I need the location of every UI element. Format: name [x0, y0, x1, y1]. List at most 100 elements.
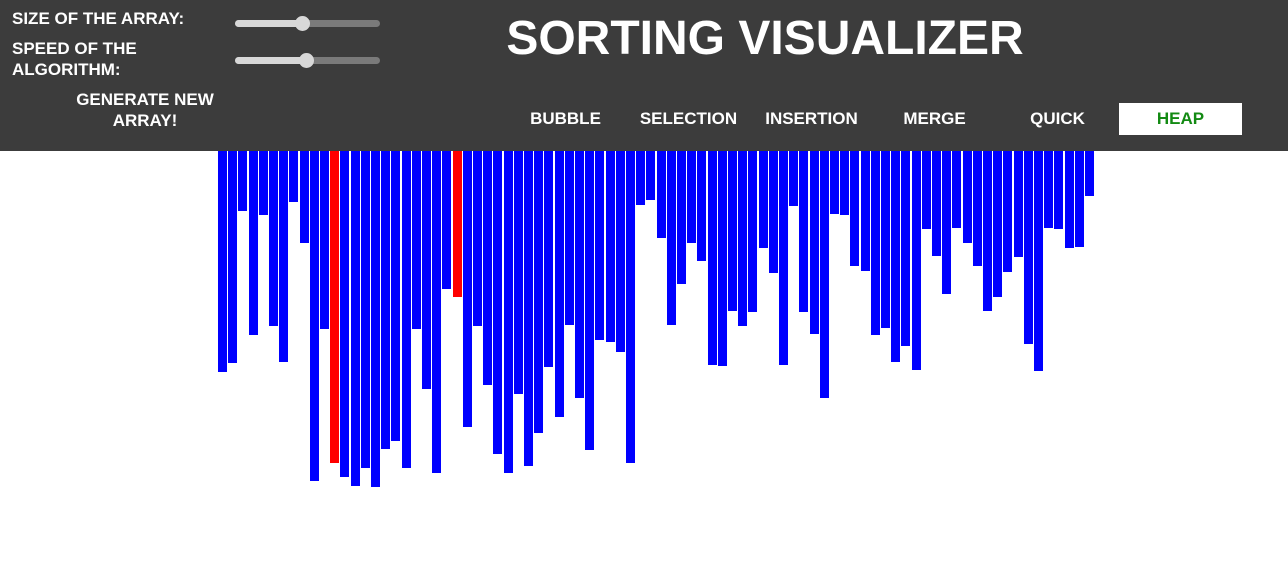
- array-bar: [391, 151, 400, 441]
- array-bar: [646, 151, 655, 200]
- array-bar: [881, 151, 890, 328]
- array-size-slider-fill: [235, 20, 302, 27]
- array-bar: [789, 151, 798, 206]
- bubble-sort-button[interactable]: BUBBLE: [504, 103, 627, 135]
- array-bar: [310, 151, 319, 481]
- array-bar: [942, 151, 951, 294]
- heap-sort-button[interactable]: HEAP: [1119, 103, 1242, 135]
- generate-new-array-button[interactable]: GENERATE NEW ARRAY!: [60, 89, 230, 131]
- array-bar: [402, 151, 411, 468]
- array-bar: [534, 151, 543, 433]
- array-bar: [912, 151, 921, 370]
- array-bar: [626, 151, 635, 463]
- speed-slider-thumb[interactable]: [299, 53, 314, 68]
- array-bar-compared: [330, 151, 339, 463]
- array-bar: [687, 151, 696, 243]
- array-bar: [759, 151, 768, 248]
- array-bar: [1065, 151, 1074, 248]
- selection-sort-button[interactable]: SELECTION: [627, 103, 750, 135]
- array-bar: [871, 151, 880, 335]
- speed-slider[interactable]: [235, 53, 380, 68]
- array-bar: [830, 151, 839, 214]
- speed-label: SPEED OF THE ALGORITHM:: [12, 39, 137, 79]
- array-bar: [667, 151, 676, 325]
- array-size-slider[interactable]: [235, 16, 380, 31]
- array-bar: [463, 151, 472, 427]
- array-bar: [238, 151, 247, 211]
- array-bar: [371, 151, 380, 487]
- array-bar: [861, 151, 870, 271]
- array-bar: [504, 151, 513, 473]
- quick-sort-button[interactable]: QUICK: [996, 103, 1119, 135]
- array-bar: [595, 151, 604, 340]
- array-bar: [514, 151, 523, 394]
- top-toolbar: SIZE OF THE ARRAY: SPEED OF THE ALGORITH…: [0, 0, 1288, 151]
- array-bar: [228, 151, 237, 363]
- merge-sort-button[interactable]: MERGE: [873, 103, 996, 135]
- array-bar: [952, 151, 961, 228]
- array-bar: [708, 151, 717, 365]
- array-bar: [320, 151, 329, 329]
- array-bar: [483, 151, 492, 385]
- array-bars-container: [0, 151, 1288, 570]
- array-bar: [748, 151, 757, 312]
- array-bar: [932, 151, 941, 256]
- array-bar: [279, 151, 288, 362]
- page-title: SORTING VISUALIZER: [506, 12, 1024, 65]
- array-bar: [850, 151, 859, 266]
- array-bar: [565, 151, 574, 325]
- array-bar: [432, 151, 441, 473]
- array-bar: [269, 151, 278, 326]
- array-bar: [1054, 151, 1063, 229]
- array-bar: [922, 151, 931, 229]
- array-bar: [340, 151, 349, 477]
- array-bar: [657, 151, 666, 238]
- array-bar: [718, 151, 727, 366]
- array-bar: [606, 151, 615, 342]
- array-bar: [544, 151, 553, 367]
- array-bar: [259, 151, 268, 215]
- array-bar: [300, 151, 309, 243]
- array-bar: [1014, 151, 1023, 257]
- array-bar: [289, 151, 298, 202]
- array-bar: [1085, 151, 1094, 196]
- array-size-label: SIZE OF THE ARRAY:: [12, 9, 185, 28]
- array-bar: [963, 151, 972, 243]
- array-bar: [616, 151, 625, 352]
- array-bar: [412, 151, 421, 329]
- array-bar: [422, 151, 431, 389]
- array-bar: [351, 151, 360, 486]
- array-bar: [799, 151, 808, 312]
- array-bar: [779, 151, 788, 365]
- array-bar: [697, 151, 706, 261]
- speed-slider-fill: [235, 57, 306, 64]
- array-bar: [810, 151, 819, 334]
- array-bar: [442, 151, 451, 289]
- array-bar: [840, 151, 849, 215]
- array-bar: [901, 151, 910, 346]
- array-bar: [636, 151, 645, 205]
- array-bar: [585, 151, 594, 450]
- array-bar: [575, 151, 584, 398]
- array-bar: [493, 151, 502, 454]
- array-bar: [973, 151, 982, 266]
- array-bar: [555, 151, 564, 417]
- array-bar: [738, 151, 747, 326]
- array-bar: [1024, 151, 1033, 344]
- array-size-slider-thumb[interactable]: [295, 16, 310, 31]
- array-bar: [473, 151, 482, 326]
- array-bar: [728, 151, 737, 311]
- array-bar: [249, 151, 258, 335]
- insertion-sort-button[interactable]: INSERTION: [750, 103, 873, 135]
- array-bar: [218, 151, 227, 372]
- array-bar: [891, 151, 900, 362]
- array-bar: [361, 151, 370, 468]
- array-bar: [381, 151, 390, 449]
- array-bar-compared: [453, 151, 462, 297]
- array-bar: [993, 151, 1002, 297]
- array-bar: [1003, 151, 1012, 272]
- array-bar: [983, 151, 992, 311]
- array-bar: [1075, 151, 1084, 247]
- array-bar: [820, 151, 829, 398]
- array-bar: [524, 151, 533, 466]
